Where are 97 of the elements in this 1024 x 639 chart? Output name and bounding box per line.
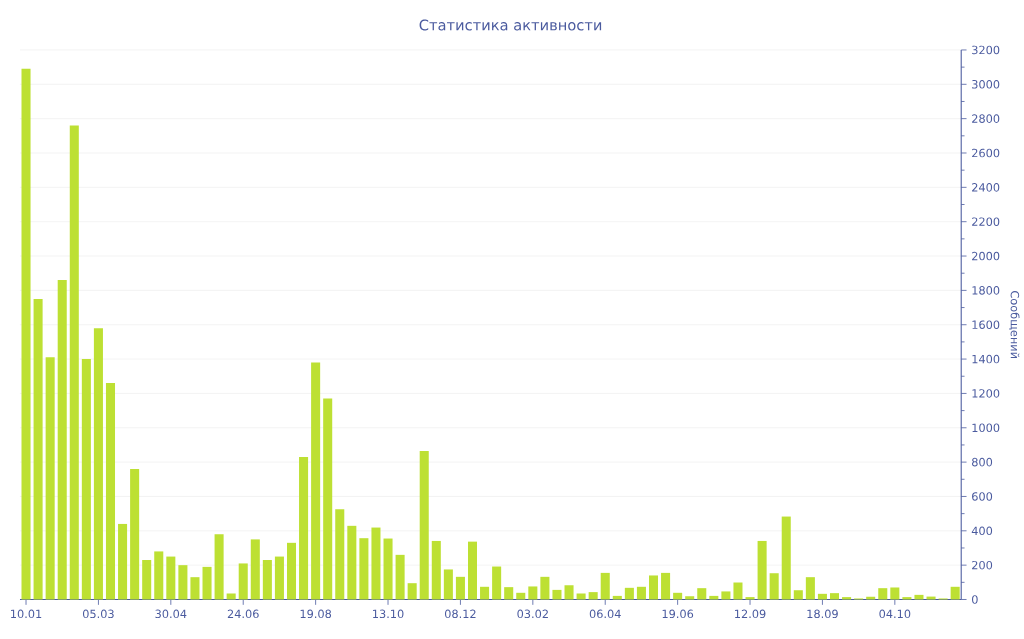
bar bbox=[878, 587, 888, 600]
x-tick-label: 03.02 bbox=[517, 609, 548, 618]
bar bbox=[419, 450, 429, 600]
bar bbox=[829, 592, 840, 600]
y-tick-label: 2400 bbox=[972, 182, 1000, 192]
bar bbox=[57, 279, 67, 600]
bar bbox=[118, 523, 128, 600]
bar bbox=[178, 564, 188, 600]
bar bbox=[697, 587, 707, 600]
bar bbox=[890, 587, 900, 600]
bar bbox=[105, 382, 116, 600]
y-tick-label: 3200 bbox=[972, 45, 1000, 55]
x-tick-label: 05.03 bbox=[82, 609, 114, 618]
x-tick-label: 12.09 bbox=[735, 609, 766, 618]
bar bbox=[166, 556, 176, 600]
x-tick-label: 08.12 bbox=[444, 609, 476, 618]
bar bbox=[238, 563, 248, 600]
bar bbox=[757, 540, 767, 600]
bar bbox=[274, 556, 284, 600]
bar bbox=[492, 566, 502, 600]
bar bbox=[443, 569, 453, 600]
bar bbox=[467, 541, 478, 600]
bar bbox=[480, 586, 490, 600]
bar bbox=[395, 554, 405, 600]
bar bbox=[733, 582, 743, 600]
x-tick-label: 30.04 bbox=[155, 609, 187, 618]
bar bbox=[262, 559, 272, 600]
y-tick-label: 600 bbox=[972, 491, 993, 501]
x-tick-label: 19.06 bbox=[662, 609, 694, 618]
y-tick-label: 3000 bbox=[972, 79, 1000, 89]
y-tick-label: 2200 bbox=[972, 217, 1000, 226]
bar bbox=[323, 398, 333, 600]
bar bbox=[588, 591, 598, 600]
x-tick-label: 04.10 bbox=[879, 609, 911, 618]
bar bbox=[504, 586, 514, 600]
bar bbox=[721, 591, 731, 600]
bar bbox=[407, 582, 417, 600]
y-tick-label: 2000 bbox=[972, 251, 1000, 261]
bar bbox=[564, 585, 574, 600]
bar bbox=[685, 596, 695, 600]
bar bbox=[69, 125, 79, 600]
bar bbox=[648, 575, 659, 600]
bar bbox=[600, 572, 610, 600]
x-tick-label: 06.04 bbox=[589, 609, 621, 618]
bar bbox=[299, 456, 309, 600]
bar bbox=[359, 537, 369, 600]
bar bbox=[154, 551, 164, 600]
bar bbox=[624, 587, 634, 600]
x-tick-label: 10.01 bbox=[11, 609, 42, 618]
x-tick-label: 13.10 bbox=[373, 609, 404, 618]
y-axis-title: Сообщений bbox=[1009, 290, 1020, 358]
bar bbox=[130, 468, 140, 600]
bar bbox=[311, 362, 321, 600]
bar bbox=[528, 586, 538, 600]
bar bbox=[950, 586, 960, 600]
bar bbox=[93, 327, 103, 600]
x-tick-label: 19.08 bbox=[300, 609, 332, 618]
y-tick-label: 400 bbox=[971, 526, 993, 535]
bar bbox=[33, 298, 43, 600]
chart-title: Статистика активности bbox=[419, 19, 602, 31]
y-tick-label: 0 bbox=[972, 594, 978, 604]
bar bbox=[371, 527, 381, 600]
bar bbox=[142, 559, 152, 600]
y-tick-label: 200 bbox=[972, 560, 993, 570]
bar bbox=[383, 538, 393, 600]
bar bbox=[552, 589, 562, 600]
bar bbox=[45, 357, 55, 600]
bar bbox=[455, 576, 465, 600]
bar bbox=[202, 566, 212, 600]
bar bbox=[190, 576, 200, 600]
y-tick-label: 1000 bbox=[972, 423, 1000, 432]
bar bbox=[431, 540, 441, 600]
y-tick-label: 1800 bbox=[972, 285, 1000, 295]
bar bbox=[781, 516, 791, 600]
bar bbox=[661, 572, 671, 600]
bar bbox=[793, 589, 803, 600]
bar bbox=[250, 539, 260, 600]
y-tick-label: 1600 bbox=[972, 320, 1000, 329]
bar bbox=[769, 572, 779, 600]
bar bbox=[81, 358, 91, 600]
bar bbox=[335, 509, 345, 600]
bar bbox=[636, 586, 646, 600]
bar bbox=[214, 534, 224, 600]
bar bbox=[226, 593, 236, 600]
bar bbox=[21, 68, 31, 600]
bar bbox=[347, 525, 357, 600]
bar bbox=[540, 576, 550, 600]
bar bbox=[805, 576, 815, 600]
bar bbox=[576, 593, 586, 600]
bar bbox=[286, 542, 297, 600]
x-tick-label: 18.09 bbox=[807, 609, 838, 618]
y-tick-label: 1200 bbox=[972, 388, 1000, 398]
y-tick-label: 800 bbox=[972, 457, 993, 467]
x-tick-label: 24.06 bbox=[227, 609, 259, 618]
y-tick-label: 2800 bbox=[972, 114, 1000, 123]
y-tick-label: 2600 bbox=[972, 148, 1000, 158]
y-tick-label: 1400 bbox=[972, 354, 1000, 364]
